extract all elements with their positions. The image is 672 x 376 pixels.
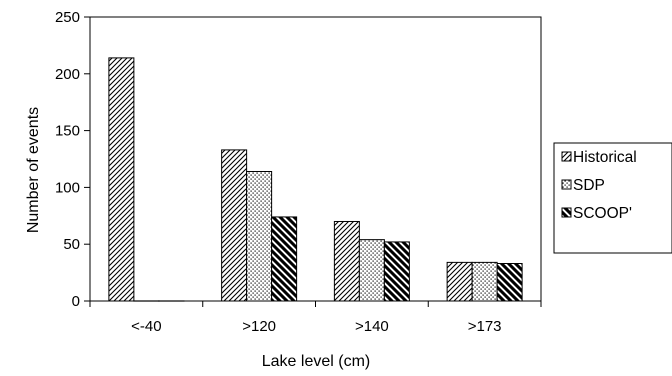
legend-swatch-scoop bbox=[561, 207, 572, 218]
legend-box bbox=[553, 142, 672, 254]
legend: Historical SDP SCOOP' bbox=[553, 142, 672, 254]
plot-area bbox=[89, 16, 542, 302]
x-tick-label: >140 bbox=[355, 318, 389, 335]
x-tick-label: >173 bbox=[468, 318, 502, 335]
legend-label-sdp: SDP bbox=[573, 177, 605, 194]
y-tick-label: 250 bbox=[55, 9, 80, 26]
bar-scoop-1 bbox=[271, 216, 298, 302]
legend-label-historical: Historical bbox=[573, 149, 637, 166]
bars bbox=[108, 57, 523, 302]
bar-sdp-1 bbox=[246, 170, 273, 302]
plot-border bbox=[89, 16, 542, 302]
bar-historical-0 bbox=[108, 57, 135, 302]
y-tick-label: 50 bbox=[63, 236, 80, 253]
y-tick-label: 150 bbox=[55, 123, 80, 140]
bar-scoop-2 bbox=[383, 241, 410, 302]
bar-historical-3 bbox=[446, 261, 473, 302]
y-axis-title: Number of events bbox=[25, 107, 42, 233]
legend-swatch-historical bbox=[561, 151, 572, 162]
legend-swatch-sdp bbox=[561, 179, 572, 190]
bar-historical-1 bbox=[221, 149, 248, 302]
x-tick-label: <-40 bbox=[131, 318, 161, 335]
y-tick-label: 200 bbox=[55, 66, 80, 83]
y-tick-label: 0 bbox=[72, 293, 80, 310]
bar-sdp-3 bbox=[471, 261, 498, 302]
bar-scoop-3 bbox=[496, 263, 523, 302]
bar-historical-2 bbox=[333, 220, 360, 302]
x-axis: <-40 >120 >140 >173 bbox=[89, 301, 542, 335]
y-tick-label: 100 bbox=[55, 179, 80, 196]
bar-sdp-2 bbox=[358, 239, 385, 302]
x-axis-title: Lake level (cm) bbox=[262, 353, 370, 370]
y-axis: 0 50 100 150 200 250 bbox=[55, 9, 90, 310]
legend-label-scoop: SCOOP' bbox=[573, 205, 632, 222]
x-tick-label: >120 bbox=[242, 318, 276, 335]
